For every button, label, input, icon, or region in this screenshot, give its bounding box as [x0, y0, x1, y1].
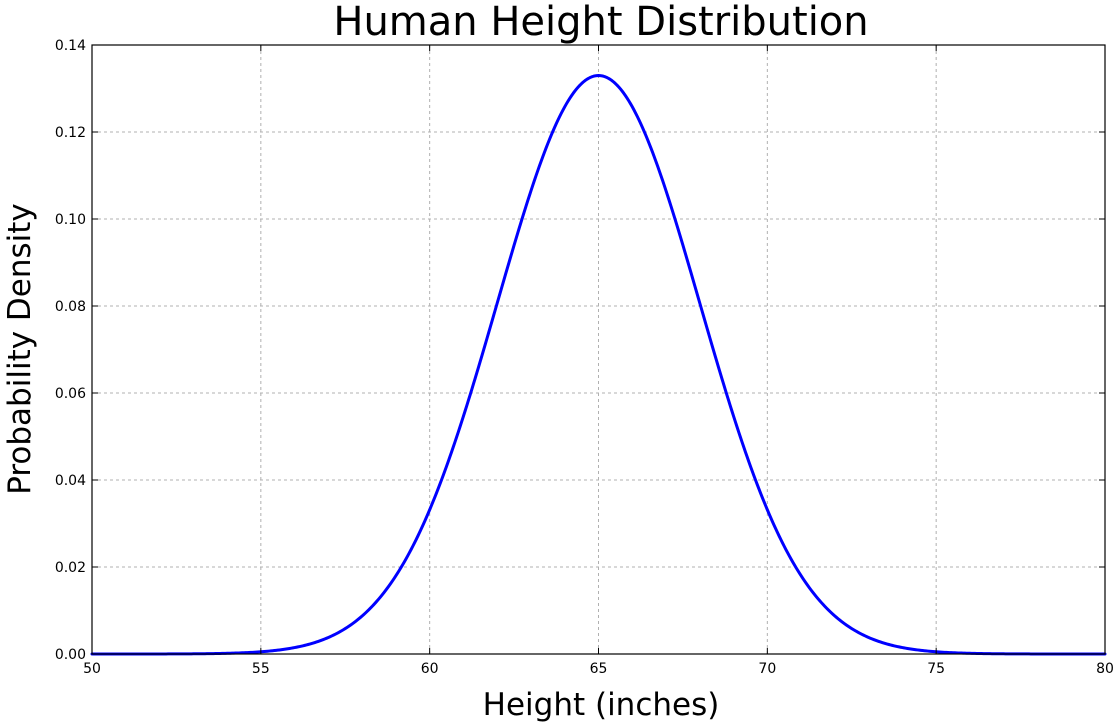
y-tick-label: 0.08 — [55, 299, 86, 315]
x-tick-label: 75 — [927, 661, 945, 677]
x-tick-label: 55 — [252, 661, 270, 677]
y-tick-label: 0.06 — [55, 386, 86, 402]
x-tick-label: 80 — [1096, 661, 1114, 677]
y-tick-labels: 0.00 0.02 0.04 0.06 0.08 0.10 0.12 0.14 — [55, 38, 86, 663]
x-tick-labels: 50 55 60 65 70 75 80 — [83, 661, 1114, 677]
y-tick-label: 0.04 — [55, 473, 86, 489]
x-axis-label: Height (inches) — [483, 687, 720, 723]
x-tick-label: 50 — [83, 661, 101, 677]
axis-ticks — [91, 44, 1106, 655]
y-tick-label: 0.12 — [55, 125, 86, 141]
x-tick-label: 70 — [758, 661, 776, 677]
y-tick-label: 0.10 — [55, 212, 86, 228]
x-tick-label: 60 — [421, 661, 439, 677]
y-tick-label: 0.14 — [55, 38, 86, 54]
y-tick-label: 0.02 — [55, 560, 86, 576]
x-tick-label: 65 — [590, 661, 608, 677]
chart-title: Human Height Distribution — [333, 0, 868, 45]
y-tick-label: 0.00 — [55, 647, 86, 663]
grid — [92, 45, 1105, 654]
y-axis-label: Probability Density — [2, 203, 38, 495]
